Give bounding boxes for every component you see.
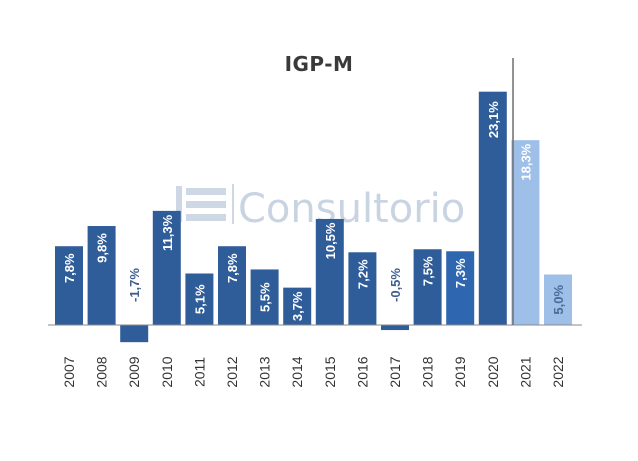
chart-title: IGP-M	[284, 52, 354, 76]
watermark-logo-bar	[186, 201, 226, 208]
data-label-2019: 7,3%	[453, 258, 468, 288]
tick-label-2017: 2017	[387, 356, 403, 387]
tick-label-2008: 2008	[94, 356, 110, 387]
bar-2009	[120, 325, 149, 343]
watermark: Consultorio	[176, 184, 465, 232]
data-label-2013: 5,5%	[258, 282, 273, 312]
bar-2007	[55, 246, 83, 325]
bar-2021	[511, 140, 540, 325]
data-label-2018: 7,5%	[421, 256, 436, 286]
tick-label-2013: 2013	[257, 356, 273, 387]
data-label-2016: 7,2%	[355, 259, 370, 289]
data-label-2020: 23,1%	[486, 101, 501, 138]
x-axis	[48, 58, 582, 326]
bar-2018	[413, 249, 442, 325]
data-label-2012: 7,8%	[225, 253, 240, 283]
data-label-2010: 11,3%	[160, 214, 175, 251]
bar-2011	[185, 273, 214, 325]
bars: 7,8% 9,8% -1,7% 11,3% 5,1% 7,8% 5,5% 3,7% 10,5% 7…	[55, 91, 572, 343]
tick-label-2016: 2016	[354, 356, 370, 387]
watermark-divider	[232, 184, 234, 224]
data-label-2008: 9,8%	[95, 233, 110, 263]
tick-label-2010: 2010	[159, 356, 175, 387]
bar-2012	[218, 246, 246, 325]
data-label-2017: -0,5%	[388, 268, 403, 302]
tick-labels: 2007 2008 2009 2010 2011 2012 2013 2014 2015 2016…	[61, 356, 566, 387]
watermark-logo-bar	[186, 214, 226, 221]
watermark-logo-bar	[186, 188, 226, 195]
bar-2013	[250, 269, 279, 325]
tick-label-2021: 2021	[517, 356, 533, 387]
tick-label-2019: 2019	[452, 356, 468, 387]
watermark-text: Consultorio	[238, 186, 465, 232]
tick-label-2022: 2022	[550, 356, 566, 387]
tick-label-2020: 2020	[485, 356, 501, 387]
tick-label-2011: 2011	[191, 357, 207, 387]
data-label-2021: 18,3%	[518, 143, 533, 180]
data-label-2007: 7,8%	[62, 253, 77, 283]
bar-2008	[87, 226, 116, 325]
bar-2020	[478, 91, 507, 325]
data-label-2022: 5,0%	[551, 284, 566, 314]
data-label-2011: 5,1%	[192, 284, 207, 314]
bar-2022	[544, 274, 572, 325]
watermark-logo	[176, 184, 234, 224]
bar-2019	[446, 251, 475, 325]
tick-label-2009: 2009	[126, 356, 142, 387]
data-label-2015: 10,5%	[323, 222, 338, 259]
bar-2017	[381, 325, 409, 331]
bar-2010	[152, 210, 181, 325]
watermark-logo-bar	[176, 186, 182, 222]
bar-2016	[348, 252, 377, 325]
bar-2014	[283, 287, 312, 325]
data-label-2009: -1,7%	[127, 268, 142, 302]
bar-2015	[315, 218, 344, 325]
tick-label-2018: 2018	[420, 356, 436, 387]
tick-label-2007: 2007	[61, 356, 77, 387]
tick-label-2015: 2015	[322, 356, 338, 387]
tick-label-2012: 2012	[224, 356, 240, 387]
data-label-2014: 3,7%	[290, 291, 305, 321]
tick-label-2014: 2014	[289, 356, 305, 387]
